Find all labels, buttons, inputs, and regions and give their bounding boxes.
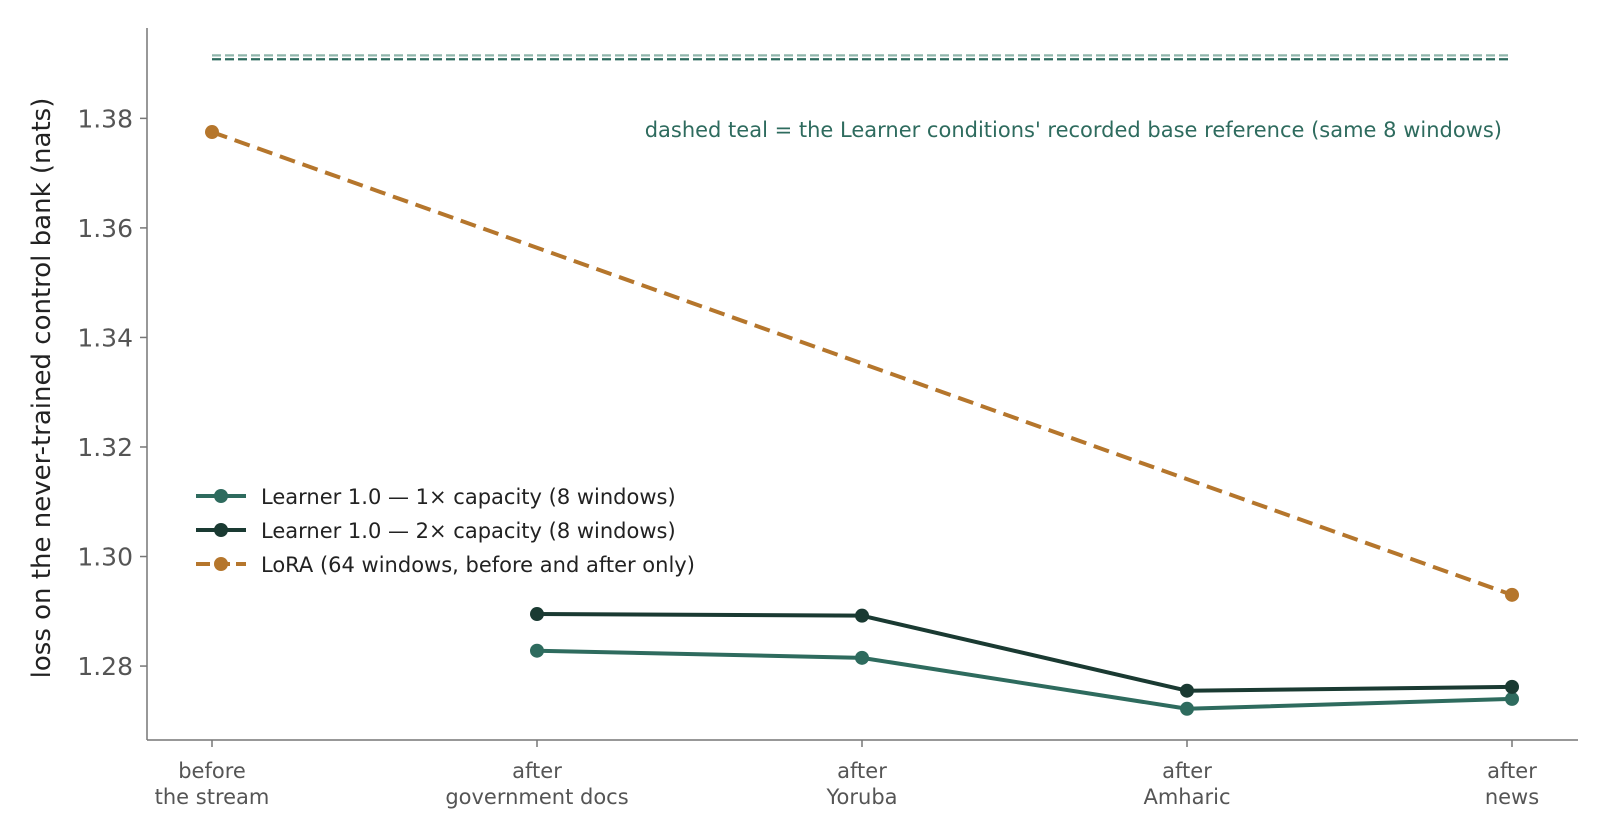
x-tick-label: news xyxy=(1485,785,1539,809)
legend-item: Learner 1.0 — 2× capacity (8 windows) xyxy=(196,519,676,543)
legend-item: Learner 1.0 — 1× capacity (8 windows) xyxy=(196,485,676,509)
data-point xyxy=(530,643,544,658)
series-line xyxy=(536,612,1513,693)
data-point xyxy=(1505,587,1519,602)
legend-swatch-marker xyxy=(214,489,228,503)
y-tick-label: 1.36 xyxy=(77,214,133,243)
series-2 xyxy=(530,607,1519,698)
data-point xyxy=(1180,683,1194,698)
y-tick-label: 1.34 xyxy=(77,323,133,352)
annotation-text: dashed teal = the Learner conditions' re… xyxy=(645,118,1502,142)
series-line xyxy=(536,648,1513,711)
x-tick-label: government docs xyxy=(445,785,628,809)
x-tick-label: Yoruba xyxy=(825,785,897,809)
legend-label: Learner 1.0 — 1× capacity (8 windows) xyxy=(261,485,676,509)
x-tick-label: after xyxy=(1162,759,1212,783)
legend: Learner 1.0 — 1× capacity (8 windows) Lea… xyxy=(196,485,695,577)
legend-swatch-marker xyxy=(214,523,228,537)
x-tick-label: after xyxy=(512,759,562,783)
y-tick-label: 1.30 xyxy=(77,543,133,572)
x-tick-label: after xyxy=(837,759,887,783)
x-tick-label: after xyxy=(1487,759,1537,783)
y-axis-title: loss on the never-trained control bank (… xyxy=(27,98,57,679)
legend-item: LoRA (64 windows, before and after only) xyxy=(196,553,695,577)
data-point xyxy=(205,125,219,140)
x-tick-label: Amharic xyxy=(1143,785,1230,809)
y-tick-label: 1.32 xyxy=(77,433,133,462)
series-group xyxy=(205,125,1519,716)
data-point xyxy=(530,607,544,622)
series-line xyxy=(211,130,1513,597)
reference-lines xyxy=(212,54,1512,61)
series-1 xyxy=(530,643,1519,716)
y-ticks: 1.28 1.30 1.32 1.34 1.36 1.38 xyxy=(77,104,147,681)
series-3 xyxy=(205,125,1519,602)
y-tick-label: 1.38 xyxy=(77,104,133,133)
legend-swatch-marker xyxy=(214,557,228,571)
x-tick-label: the stream xyxy=(155,785,270,809)
y-tick-label: 1.28 xyxy=(77,652,133,681)
x-tick-label: before xyxy=(178,759,246,783)
data-point xyxy=(1180,701,1194,716)
legend-label: Learner 1.0 — 2× capacity (8 windows) xyxy=(261,519,676,543)
data-point xyxy=(855,608,869,623)
data-point xyxy=(1505,679,1519,694)
data-point xyxy=(1505,691,1519,706)
legend-label: LoRA (64 windows, before and after only) xyxy=(261,553,695,577)
data-point xyxy=(855,650,869,665)
